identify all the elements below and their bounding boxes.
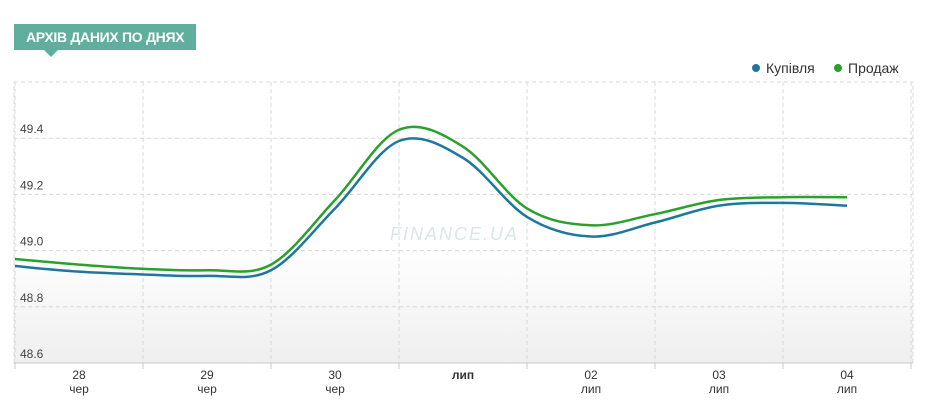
x-tick-month: чер bbox=[69, 382, 89, 396]
x-tick-month: лип bbox=[581, 382, 601, 396]
watermark: FINANCE.UA bbox=[390, 224, 519, 244]
x-tick-day: 28 bbox=[72, 368, 86, 382]
x-tick-day: 03 bbox=[712, 368, 726, 382]
legend: Купівля Продаж bbox=[752, 60, 899, 76]
y-tick-label: 49.0 bbox=[20, 235, 44, 249]
y-tick-label: 48.6 bbox=[20, 347, 44, 361]
y-tick-label: 48.8 bbox=[20, 291, 44, 305]
legend-item-sell[interactable]: Продаж bbox=[848, 60, 899, 76]
legend-item-buy[interactable]: Купівля bbox=[766, 60, 815, 76]
y-tick-label: 49.2 bbox=[20, 178, 44, 192]
series-line-buy[interactable] bbox=[14, 137, 848, 279]
x-tick-day: 30 bbox=[328, 368, 342, 382]
x-tick-month: лип bbox=[709, 382, 729, 396]
plot-border bbox=[13, 81, 914, 364]
x-tick-month: чер bbox=[325, 382, 345, 396]
y-tick-label: 49.4 bbox=[20, 122, 44, 136]
x-tick-month: чер bbox=[197, 382, 217, 396]
x-tick-day: 04 bbox=[840, 368, 854, 382]
series-line-sell[interactable] bbox=[14, 125, 848, 273]
legend-marker bbox=[752, 64, 760, 72]
legend-marker bbox=[834, 64, 842, 72]
plot-lower-shade bbox=[14, 246, 913, 363]
chart-title: АРХІВ ДАНИХ ПО ДНЯХ bbox=[14, 24, 197, 57]
x-tick-day: 29 bbox=[200, 368, 214, 382]
y-axis: 49.4 49.2 49.0 48.8 48.6 bbox=[20, 122, 44, 361]
x-tick-day: 02 bbox=[584, 368, 598, 382]
x-tick-month: лип bbox=[452, 368, 474, 382]
x-tick-month: лип bbox=[837, 382, 857, 396]
series-group bbox=[14, 125, 848, 279]
